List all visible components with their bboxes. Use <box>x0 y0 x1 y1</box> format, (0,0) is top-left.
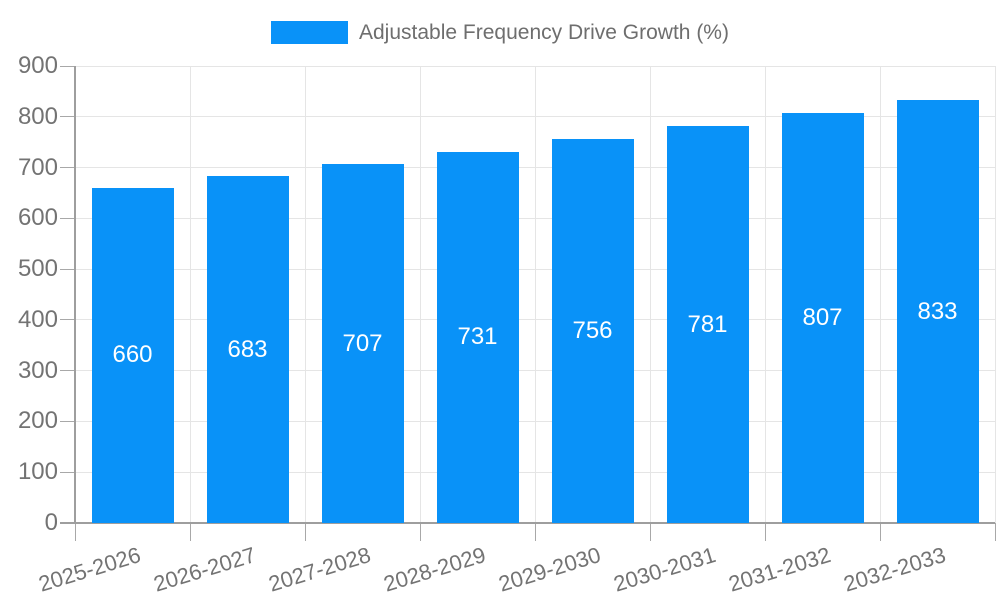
y-axis-tick <box>60 370 75 372</box>
bar-value-label: 660 <box>112 341 153 369</box>
y-axis-tick <box>60 116 75 118</box>
y-axis-tick-label: 600 <box>17 204 58 232</box>
x-axis-tick <box>419 523 421 541</box>
gridline-vertical <box>994 66 996 523</box>
bar-value-label: 707 <box>342 329 383 357</box>
y-axis-tick <box>60 268 75 270</box>
y-axis-tick-label: 900 <box>17 52 58 79</box>
bar <box>321 164 404 523</box>
bar <box>206 176 289 523</box>
gridline-vertical <box>879 66 881 523</box>
x-axis-category-label: 2032-2033 <box>840 542 949 597</box>
gridline-vertical <box>649 66 651 523</box>
bar <box>781 113 864 523</box>
y-axis-tick-label: 500 <box>17 255 58 283</box>
y-axis-tick-label: 100 <box>17 458 58 486</box>
y-axis-tick <box>60 167 75 169</box>
x-axis-category-label: 2030-2031 <box>610 542 719 597</box>
y-axis-tick <box>60 217 75 219</box>
x-axis-tick <box>74 523 76 541</box>
y-axis-tick <box>60 471 75 473</box>
x-axis-category-label: 2031-2032 <box>725 542 834 597</box>
bar <box>91 187 174 523</box>
x-axis-tick <box>649 523 651 541</box>
x-axis-category-label: 2025-2026 <box>35 542 144 597</box>
x-axis-category-label: 2029-2030 <box>495 542 604 597</box>
x-axis-category-label: 2027-2028 <box>265 542 374 597</box>
y-axis-tick-label: 800 <box>17 102 58 130</box>
bar-value-label: 683 <box>227 335 268 363</box>
x-axis-tick <box>764 523 766 541</box>
x-axis-tick <box>304 523 306 541</box>
y-axis-tick-label: 700 <box>17 153 58 181</box>
y-axis-tick-label: 400 <box>17 305 58 333</box>
bar <box>436 151 519 523</box>
bar-value-label: 756 <box>572 317 613 345</box>
x-axis-line <box>60 522 995 524</box>
y-axis-tick-label: 0 <box>44 509 58 536</box>
y-axis-tick <box>60 420 75 422</box>
y-axis-line <box>73 66 76 523</box>
bar <box>551 139 634 523</box>
bar-value-label: 833 <box>917 297 958 325</box>
y-axis-tick <box>60 319 75 321</box>
bar <box>666 126 749 523</box>
bar-value-label: 781 <box>687 310 728 338</box>
x-axis-category-label: 2026-2027 <box>150 542 259 597</box>
gridline-vertical <box>189 66 191 523</box>
chart-legend[interactable]: Adjustable Frequency Drive Growth (%) <box>0 20 1000 45</box>
bar-value-label: 807 <box>802 304 843 332</box>
gridline-vertical <box>534 66 536 523</box>
y-axis-tick <box>60 65 75 67</box>
bar <box>896 100 979 523</box>
y-axis-tick-label: 200 <box>17 407 58 435</box>
y-axis-tick-label: 300 <box>17 356 58 384</box>
x-axis-tick <box>994 523 996 541</box>
gridline-vertical <box>764 66 766 523</box>
bar-value-label: 731 <box>457 323 498 351</box>
x-axis-tick <box>879 523 881 541</box>
gridline-vertical <box>419 66 421 523</box>
gridline-vertical <box>304 66 306 523</box>
legend-color-swatch <box>271 21 348 44</box>
legend-series-label: Adjustable Frequency Drive Growth (%) <box>359 21 729 44</box>
x-axis-category-label: 2028-2029 <box>380 542 489 597</box>
x-axis-tick <box>189 523 191 541</box>
x-axis-tick <box>534 523 536 541</box>
